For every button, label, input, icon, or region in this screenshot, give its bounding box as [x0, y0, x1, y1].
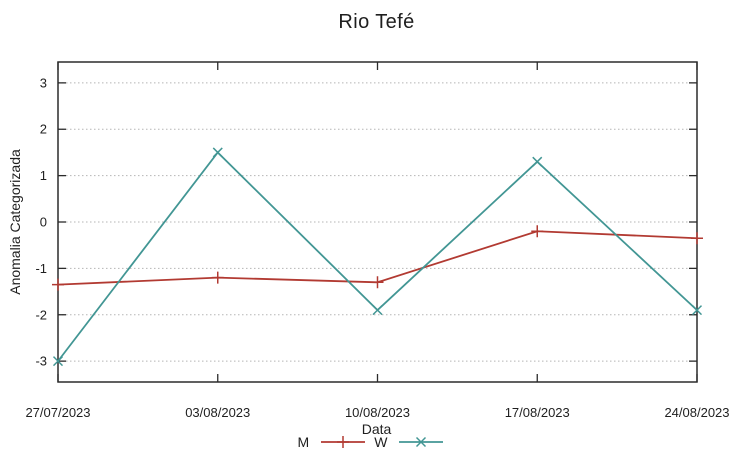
y-tick-label: -2 — [35, 307, 47, 322]
y-tick-label: 0 — [40, 215, 47, 230]
legend-sample-marker-plus — [337, 436, 350, 448]
x-tick-label: 10/08/2023 — [345, 405, 410, 420]
legend-label-w: W — [374, 434, 388, 450]
legend-item-m: M — [298, 434, 367, 450]
marker-cross-W — [212, 147, 223, 158]
marker-plus-M — [691, 232, 703, 245]
chart-title: Rio Tefé — [338, 11, 415, 33]
y-axis-label: Anomalia Categorizada — [7, 149, 23, 295]
marker-cross-W — [532, 156, 543, 167]
y-tick-label: 2 — [40, 122, 47, 137]
plot-layers: -3 -2 -1 0 1 2 3 27/07/2023 03/08/2023 10/08/2023… — [25, 61, 730, 420]
marker-cross-W — [372, 305, 383, 316]
legend-sample-marker-cross — [416, 436, 427, 448]
x-tick-label: 24/08/2023 — [664, 405, 729, 420]
marker-cross-W — [691, 305, 703, 316]
marker-cross-W — [52, 356, 64, 367]
legend-line-cross-icon — [399, 436, 444, 448]
y-tick-label: 3 — [40, 75, 47, 90]
legend-line-plus-icon — [321, 436, 366, 448]
marker-plus-M — [531, 225, 544, 238]
legend: M W — [0, 433, 742, 451]
x-tick-label: 17/08/2023 — [505, 405, 570, 420]
legend-label-m: M — [297, 434, 310, 450]
marker-plus-M — [371, 276, 384, 289]
y-tick-label: -3 — [35, 354, 47, 369]
y-tick-label: -1 — [35, 261, 47, 276]
x-tick-label: 03/08/2023 — [185, 405, 250, 420]
legend-item-w: W — [374, 434, 444, 450]
marker-plus-M — [52, 278, 64, 291]
series-line-W — [57, 151, 698, 362]
x-tick-label: 27/07/2023 — [25, 405, 90, 420]
marker-plus-M — [211, 271, 224, 284]
x-axis-label: Data — [361, 421, 392, 437]
y-tick-label: 1 — [40, 168, 47, 183]
